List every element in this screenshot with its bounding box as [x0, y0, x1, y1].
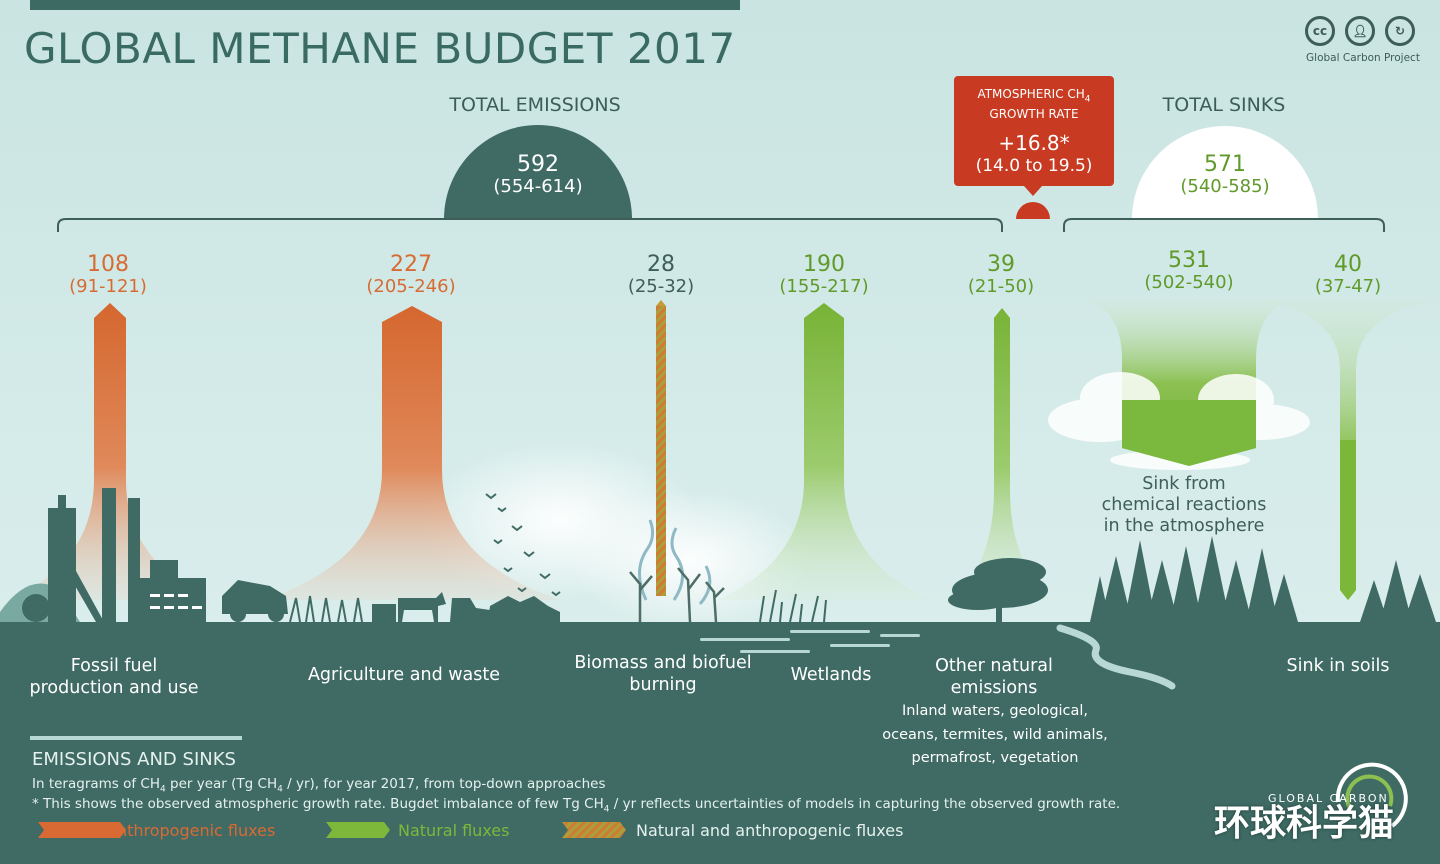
legend-units: In teragrams of CH4 per year (Tg CH4 / y…: [32, 776, 606, 795]
tree-silhouette: [948, 558, 1048, 622]
soils-label: Sink in soils: [1286, 656, 1390, 676]
page-title: GLOBAL METHANE BUDGET 2017: [24, 24, 736, 73]
legend-swatch-natural: [326, 822, 390, 838]
global-carbon-logo: [1335, 762, 1408, 828]
legend-mixed: Natural and anthropogenic fluxes: [636, 821, 904, 840]
fossil-label: Fossil fuel production and use: [29, 656, 199, 698]
farm-silhouette: [222, 580, 560, 623]
biomass-label: Biomass and biofuel burning: [574, 653, 752, 695]
license-block: cc 👤︎ ↻ Global Carbon Project: [1305, 16, 1421, 68]
legend-natural: Natural fluxes: [398, 821, 510, 840]
industry-silhouette: [22, 488, 206, 622]
legend-note: * This shows the observed atmospheric gr…: [32, 796, 1121, 815]
total-sinks-range: (540-585): [1180, 176, 1270, 197]
agriculture-label: Agriculture and waste: [307, 665, 501, 685]
wetlands-range: (155-217): [779, 276, 869, 297]
wetlands-label: Wetlands: [790, 665, 872, 685]
water: [700, 630, 920, 653]
license-org: Global Carbon Project: [1306, 52, 1420, 64]
other-range: (21-50): [967, 276, 1035, 297]
soils-sink-range: (37-47): [1314, 276, 1382, 297]
biomass-range: (25-32): [627, 276, 695, 297]
chem-sink-range: (502-540): [1144, 272, 1234, 293]
growth-line2: GROWTH RATE: [989, 107, 1079, 121]
forest-silhouette: [1090, 536, 1436, 622]
ground: [0, 622, 1440, 864]
fossil-range: (91-121): [69, 276, 147, 297]
chem-sink-value: 531: [1168, 248, 1210, 273]
legend-swatch-mixed: [562, 822, 626, 838]
biomass-plume: [656, 306, 666, 596]
dead-trees: [629, 567, 725, 623]
growth-rate-box: ATMOSPHERIC CH4 GROWTH RATE +16.8* (14.0…: [954, 76, 1114, 186]
birds: [485, 493, 561, 597]
other-detail: Inland waters, geological, oceans, termit…: [882, 703, 1108, 766]
river: [1056, 624, 1176, 690]
total-sinks-header: TOTAL SINKS: [1162, 94, 1286, 116]
other-label: Other natural emissions: [935, 656, 1053, 698]
global-carbon-logo-text: GLOBAL CARBON: [1268, 792, 1389, 805]
agriculture-range: (205-246): [366, 276, 456, 297]
fossil-value: 108: [87, 252, 129, 277]
total-emissions-range: (554-614): [493, 176, 583, 197]
growth-value: +16.8*: [998, 131, 1070, 155]
agriculture-plume: [264, 306, 560, 600]
share-alike-icon: ↻: [1385, 16, 1415, 46]
top-bar: [30, 0, 740, 10]
fossil-plume: [10, 303, 210, 600]
total-sinks-value: 571: [1204, 152, 1246, 177]
wetlands-plume: [718, 303, 930, 600]
growth-line1: ATMOSPHERIC CH4: [977, 87, 1091, 105]
legend-heading: EMISSIONS AND SINKS: [32, 749, 236, 770]
soils-sink-value: 40: [1334, 252, 1362, 277]
cc-icon: cc: [1305, 16, 1335, 46]
legend-swatch-anthropogenic: [38, 822, 126, 838]
other-plume: [954, 308, 1050, 600]
total-sinks-dome: [1132, 126, 1318, 219]
agriculture-value: 227: [390, 252, 432, 277]
chem-sink-label: Sink from chemical reactions in the atmosp…: [1101, 474, 1267, 536]
other-value: 39: [987, 252, 1015, 277]
total-emissions-header: TOTAL EMISSIONS: [449, 94, 621, 116]
wetlands-value: 190: [803, 252, 845, 277]
watermark-text: 环球科学猫: [1214, 803, 1395, 844]
reeds: [759, 589, 827, 623]
person-icon: 👤︎: [1345, 16, 1375, 46]
total-emissions-dome: [444, 125, 632, 219]
emissions-bracket: [57, 218, 1003, 232]
growth-range: (14.0 to 19.5): [975, 156, 1093, 176]
total-emissions-value: 592: [517, 152, 559, 177]
biomass-value: 28: [647, 252, 675, 277]
growth-dome: [1016, 202, 1050, 219]
sinks-bracket: [1063, 218, 1385, 232]
legend-anthropogenic: Anthropogenic fluxes: [106, 821, 276, 840]
